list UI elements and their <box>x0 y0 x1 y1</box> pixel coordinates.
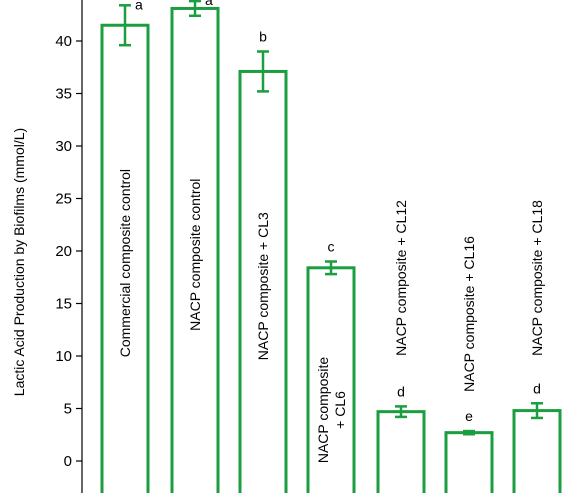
bar-group: e NACP composite + CL16 <box>444 236 494 493</box>
bar <box>238 69 288 493</box>
category-label: NACP composite + CL18 <box>529 200 545 356</box>
bar-group: a NACP composite control <box>170 0 220 493</box>
category-label-line: NACP composite control <box>187 179 203 331</box>
bar-group: d NACP composite + CL18 <box>512 200 562 493</box>
category-label: NACP composite control <box>187 179 203 331</box>
y-tick-label: 35 <box>55 86 72 103</box>
y-tick-label: 40 <box>55 33 72 50</box>
bar-group: a Commercial composite control <box>100 0 150 493</box>
category-label: Commercial composite control <box>117 169 133 357</box>
category-label: NACP composite + CL12 <box>393 200 409 356</box>
y-tick-label: 10 <box>55 348 72 365</box>
category-label-line: NACP composite + CL3 <box>255 212 271 360</box>
y-tick-label: 0 <box>64 453 72 470</box>
bar <box>444 431 494 493</box>
y-tick-label: 30 <box>55 138 72 155</box>
bar <box>376 410 426 493</box>
category-label: NACP composite + CL16 <box>461 236 477 392</box>
category-label-line: + CL6 <box>332 391 348 429</box>
category-label-line: NACP composite + CL12 <box>393 200 409 356</box>
category-label: NACP composite + CL3 <box>255 212 271 360</box>
y-tick-label: 15 <box>55 296 72 313</box>
bar <box>170 6 220 493</box>
category-label-line: NACP composite + CL16 <box>461 236 477 392</box>
significance-label: c <box>328 239 335 255</box>
bar <box>512 409 562 493</box>
bars-group: a Commercial composite control a NACP compo… <box>100 0 562 493</box>
significance-label: b <box>259 29 267 45</box>
significance-label: a <box>205 0 213 8</box>
significance-label: d <box>397 383 405 399</box>
category-label-line: NACP composite <box>315 357 331 464</box>
category-label-line: NACP composite + CL18 <box>529 200 545 356</box>
significance-label: d <box>533 380 541 396</box>
y-axis: 051015202530354045 <box>55 0 83 493</box>
significance-label: e <box>465 408 473 424</box>
bar-group: d NACP composite + CL12 <box>376 200 426 493</box>
y-tick-label: 5 <box>64 401 72 418</box>
bar-group: b NACP composite + CL3 <box>238 29 288 493</box>
y-tick-label: 20 <box>55 243 72 260</box>
bar-group: c NACP composite+ CL6 <box>306 239 356 493</box>
category-label-line: Commercial composite control <box>117 169 133 357</box>
category-label: NACP composite+ CL6 <box>315 357 348 464</box>
significance-label: a <box>135 0 143 12</box>
y-tick-label: 25 <box>55 191 72 208</box>
y-axis-title: Lactic Acid Production by Biofilms (mmol… <box>11 128 27 396</box>
